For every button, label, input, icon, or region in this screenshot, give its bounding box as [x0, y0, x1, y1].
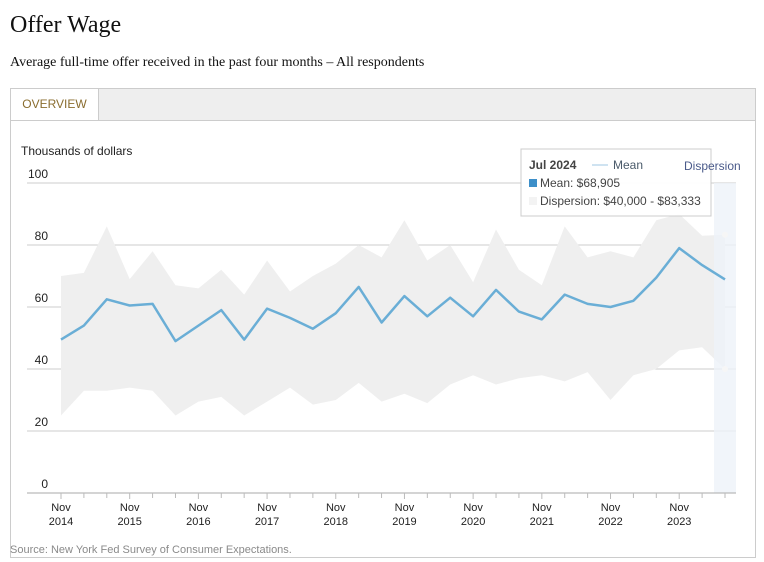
y-tick-label: 60 [35, 291, 49, 305]
x-tick-label-year: 2016 [186, 516, 210, 528]
tooltip-mean-swatch [529, 179, 537, 187]
x-tick-label-month: Nov [326, 502, 346, 514]
x-tick-label-month: Nov [189, 502, 209, 514]
x-tick-label-year: 2019 [392, 516, 416, 528]
x-tick-label-month: Nov [669, 502, 689, 514]
tab-bar: OVERVIEW [11, 89, 755, 121]
highlight-rect [714, 183, 736, 493]
page-subtitle: Average full-time offer received in the … [10, 55, 425, 70]
x-tick-label-year: 2014 [49, 516, 73, 528]
y-axis-labels: 0 20 40 60 80 100 [28, 167, 48, 491]
tooltip-dispersion-value: Dispersion: $40,000 - $83,333 [540, 194, 701, 208]
tooltip-box [520, 148, 712, 217]
page-title: Offer Wage [10, 12, 122, 38]
y-tick-label: 40 [35, 353, 49, 367]
mean-series [60, 246, 726, 343]
tooltip-legend-mean: Mean [613, 158, 643, 172]
x-tick-label-month: Nov [601, 502, 621, 514]
x-tick-label-month: Nov [395, 502, 415, 514]
source-note: Source: New York Fed Survey of Consumer … [10, 544, 292, 556]
tooltip-mean-value: Mean: $68,905 [540, 176, 620, 190]
x-tick-label-year: 2023 [667, 516, 691, 528]
x-axis: Nov 2014 Nov 2015 Nov 2016 Nov 2017 Nov 2018 Nov 20… [27, 492, 736, 528]
x-tick-label-month: Nov [463, 502, 483, 514]
tooltip-date: Jul 2024 [529, 158, 577, 172]
x-tick-label-month: Nov [51, 502, 71, 514]
mean-line [60, 246, 726, 343]
y-tick-label: 20 [35, 415, 49, 429]
x-tick-label-year: 2022 [598, 516, 622, 528]
dispersion-high-marker [722, 231, 728, 238]
tab-overview[interactable]: OVERVIEW [11, 89, 99, 120]
y-tick-label: 80 [35, 229, 49, 243]
x-tick-label-year: 2020 [461, 516, 485, 528]
x-tick-label-month: Nov [257, 502, 277, 514]
highlight-column [714, 183, 736, 493]
y-tick-label: 100 [28, 167, 48, 181]
y-tick-label: 0 [41, 477, 48, 491]
tooltip: Jul 2024 Mean Dispersion Mean: $68,905 D… [520, 148, 741, 217]
x-tick-label-year: 2018 [324, 516, 348, 528]
dispersion-band [61, 214, 725, 416]
y-axis-title: Thousands of dollars [21, 144, 132, 158]
dispersion-area [61, 214, 725, 416]
tooltip-legend-dispersion: Dispersion [684, 159, 741, 173]
x-tick-label-year: 2015 [117, 516, 141, 528]
x-tick-label-year: 2021 [530, 516, 554, 528]
x-tick-label-month: Nov [532, 502, 552, 514]
dispersion-low-marker [722, 366, 728, 372]
x-tick-label-year: 2017 [255, 516, 279, 528]
chart-panel: OVERVIEW [10, 88, 756, 558]
tooltip-dispersion-swatch [529, 197, 537, 205]
x-tick-label-month: Nov [120, 502, 140, 514]
